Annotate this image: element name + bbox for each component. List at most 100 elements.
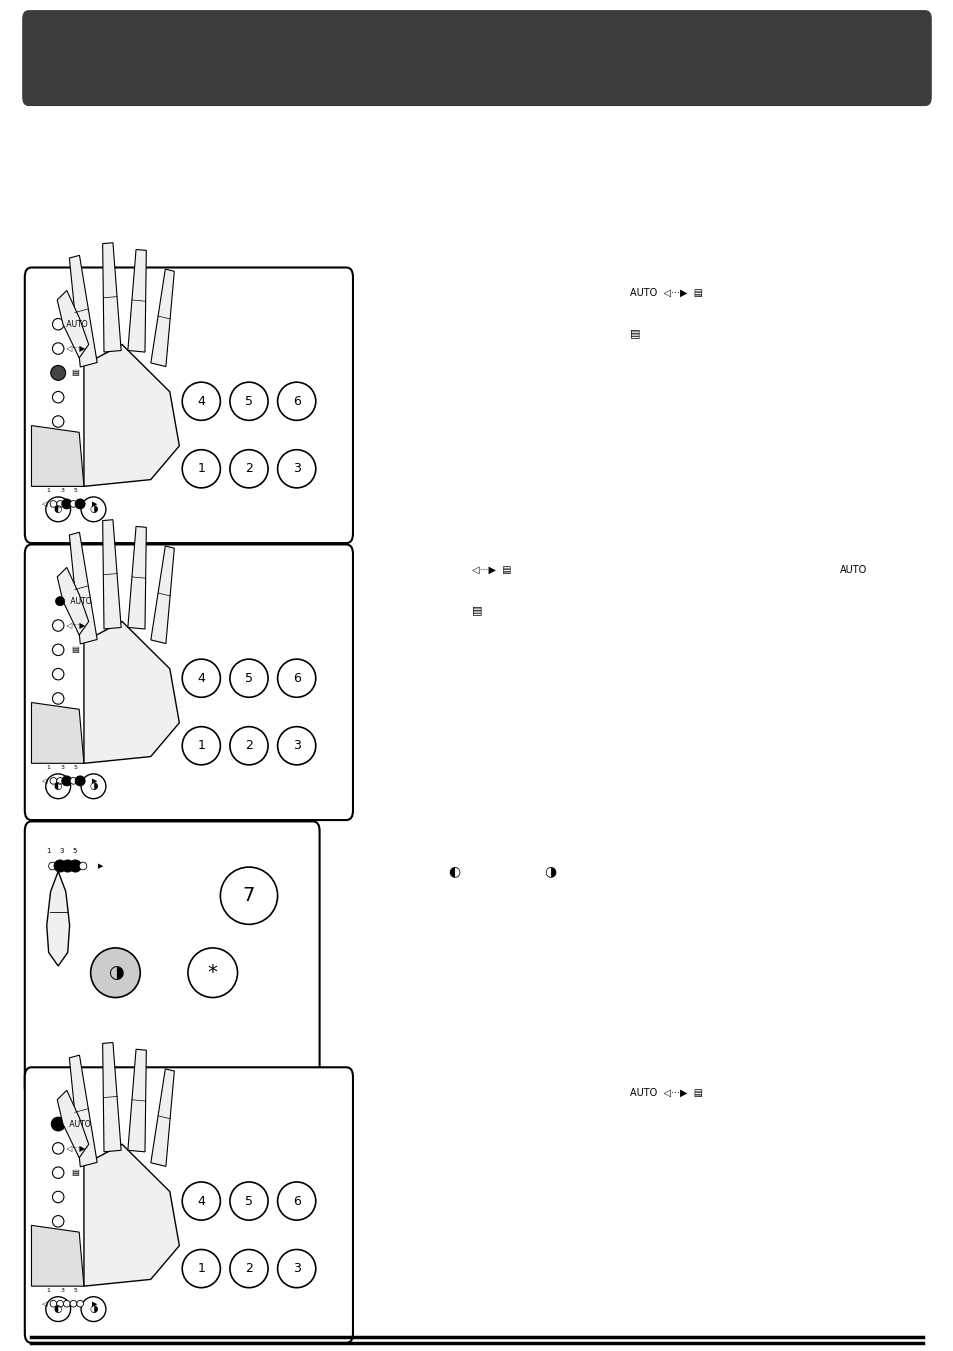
Ellipse shape (230, 659, 268, 697)
Ellipse shape (52, 343, 64, 354)
Text: ◐: ◐ (54, 1304, 62, 1315)
Text: AUTO: AUTO (67, 1120, 91, 1128)
Ellipse shape (75, 775, 85, 786)
Text: ◑: ◑ (90, 504, 97, 515)
Text: 4: 4 (197, 394, 205, 408)
Polygon shape (84, 1144, 179, 1286)
Text: 2: 2 (245, 1262, 253, 1275)
Polygon shape (70, 255, 97, 367)
Text: 5: 5 (245, 1194, 253, 1208)
Polygon shape (57, 567, 89, 635)
Ellipse shape (71, 1301, 76, 1306)
Text: 1: 1 (47, 1288, 51, 1293)
Ellipse shape (57, 778, 64, 784)
Ellipse shape (46, 497, 71, 521)
Ellipse shape (52, 693, 64, 704)
Ellipse shape (51, 1301, 57, 1306)
Text: 2: 2 (245, 739, 253, 753)
Text: 5: 5 (73, 488, 77, 493)
Text: AUTO  ◁···▶  ▤: AUTO ◁···▶ ▤ (629, 288, 702, 297)
Ellipse shape (277, 450, 315, 488)
Text: 3: 3 (59, 848, 64, 854)
Text: *: * (208, 963, 217, 982)
Text: 6: 6 (293, 394, 300, 408)
Text: ◑: ◑ (90, 781, 97, 792)
Ellipse shape (52, 392, 64, 403)
Ellipse shape (51, 501, 57, 507)
Ellipse shape (64, 1301, 71, 1306)
Text: ▤: ▤ (629, 328, 639, 338)
FancyBboxPatch shape (25, 821, 319, 1097)
Polygon shape (151, 1069, 174, 1166)
Ellipse shape (57, 501, 64, 507)
Ellipse shape (46, 774, 71, 798)
Ellipse shape (79, 862, 87, 870)
Text: ◐: ◐ (54, 781, 62, 792)
Ellipse shape (54, 859, 66, 873)
Text: 4: 4 (197, 671, 205, 685)
Text: ✳: ✳ (54, 597, 61, 605)
Ellipse shape (62, 499, 71, 509)
Text: ◑: ◑ (90, 1304, 97, 1315)
Text: ◁: ◁ (42, 778, 48, 784)
Text: 1: 1 (197, 462, 205, 476)
Text: ◁: ◁ (42, 501, 48, 507)
Text: 1: 1 (197, 1262, 205, 1275)
Polygon shape (84, 621, 179, 763)
Text: 5: 5 (245, 671, 253, 685)
Ellipse shape (81, 497, 106, 521)
Text: ▶: ▶ (98, 863, 104, 869)
Ellipse shape (70, 859, 81, 873)
Text: ◁···▶: ◁···▶ (64, 1144, 85, 1152)
Text: ▤: ▤ (71, 1169, 79, 1177)
Ellipse shape (182, 382, 220, 420)
Polygon shape (70, 1055, 97, 1167)
Ellipse shape (52, 620, 64, 631)
Polygon shape (151, 269, 174, 366)
Text: ◁···▶: ◁···▶ (64, 345, 85, 353)
Ellipse shape (62, 775, 71, 786)
Ellipse shape (55, 597, 65, 605)
Text: AUTO: AUTO (839, 565, 866, 574)
Text: AUTO: AUTO (68, 597, 91, 605)
Ellipse shape (62, 859, 73, 873)
Polygon shape (31, 703, 84, 763)
Ellipse shape (52, 416, 64, 427)
Text: ◁: ◁ (42, 1301, 48, 1306)
Text: ▤: ▤ (71, 369, 79, 377)
Ellipse shape (230, 382, 268, 420)
Ellipse shape (182, 727, 220, 765)
Polygon shape (84, 345, 179, 486)
Text: 2: 2 (245, 462, 253, 476)
Text: ▤: ▤ (71, 646, 79, 654)
Ellipse shape (52, 319, 64, 330)
Text: 3: 3 (60, 1288, 64, 1293)
Ellipse shape (52, 1143, 64, 1154)
Text: ◑: ◑ (108, 963, 123, 982)
Text: 1: 1 (46, 848, 51, 854)
FancyBboxPatch shape (25, 1067, 353, 1343)
Polygon shape (47, 871, 70, 966)
Text: ▶: ▶ (91, 778, 97, 784)
Ellipse shape (46, 1297, 71, 1321)
Polygon shape (57, 290, 89, 358)
Text: 7: 7 (243, 886, 254, 905)
Text: ▶: ▶ (91, 1301, 97, 1306)
Ellipse shape (182, 1182, 220, 1220)
Text: 3: 3 (293, 462, 300, 476)
Text: ◁···▶  ▤: ◁···▶ ▤ (472, 565, 511, 574)
Ellipse shape (81, 1297, 106, 1321)
Polygon shape (103, 520, 121, 630)
Ellipse shape (51, 365, 66, 381)
Text: 3: 3 (293, 739, 300, 753)
Ellipse shape (52, 1167, 64, 1178)
Ellipse shape (277, 1182, 315, 1220)
Ellipse shape (230, 727, 268, 765)
Ellipse shape (71, 778, 76, 784)
Text: 1: 1 (47, 488, 51, 493)
Text: 1: 1 (197, 739, 205, 753)
Text: AUTO: AUTO (64, 320, 88, 328)
Text: 3: 3 (293, 1262, 300, 1275)
Ellipse shape (81, 774, 106, 798)
Ellipse shape (91, 948, 140, 997)
